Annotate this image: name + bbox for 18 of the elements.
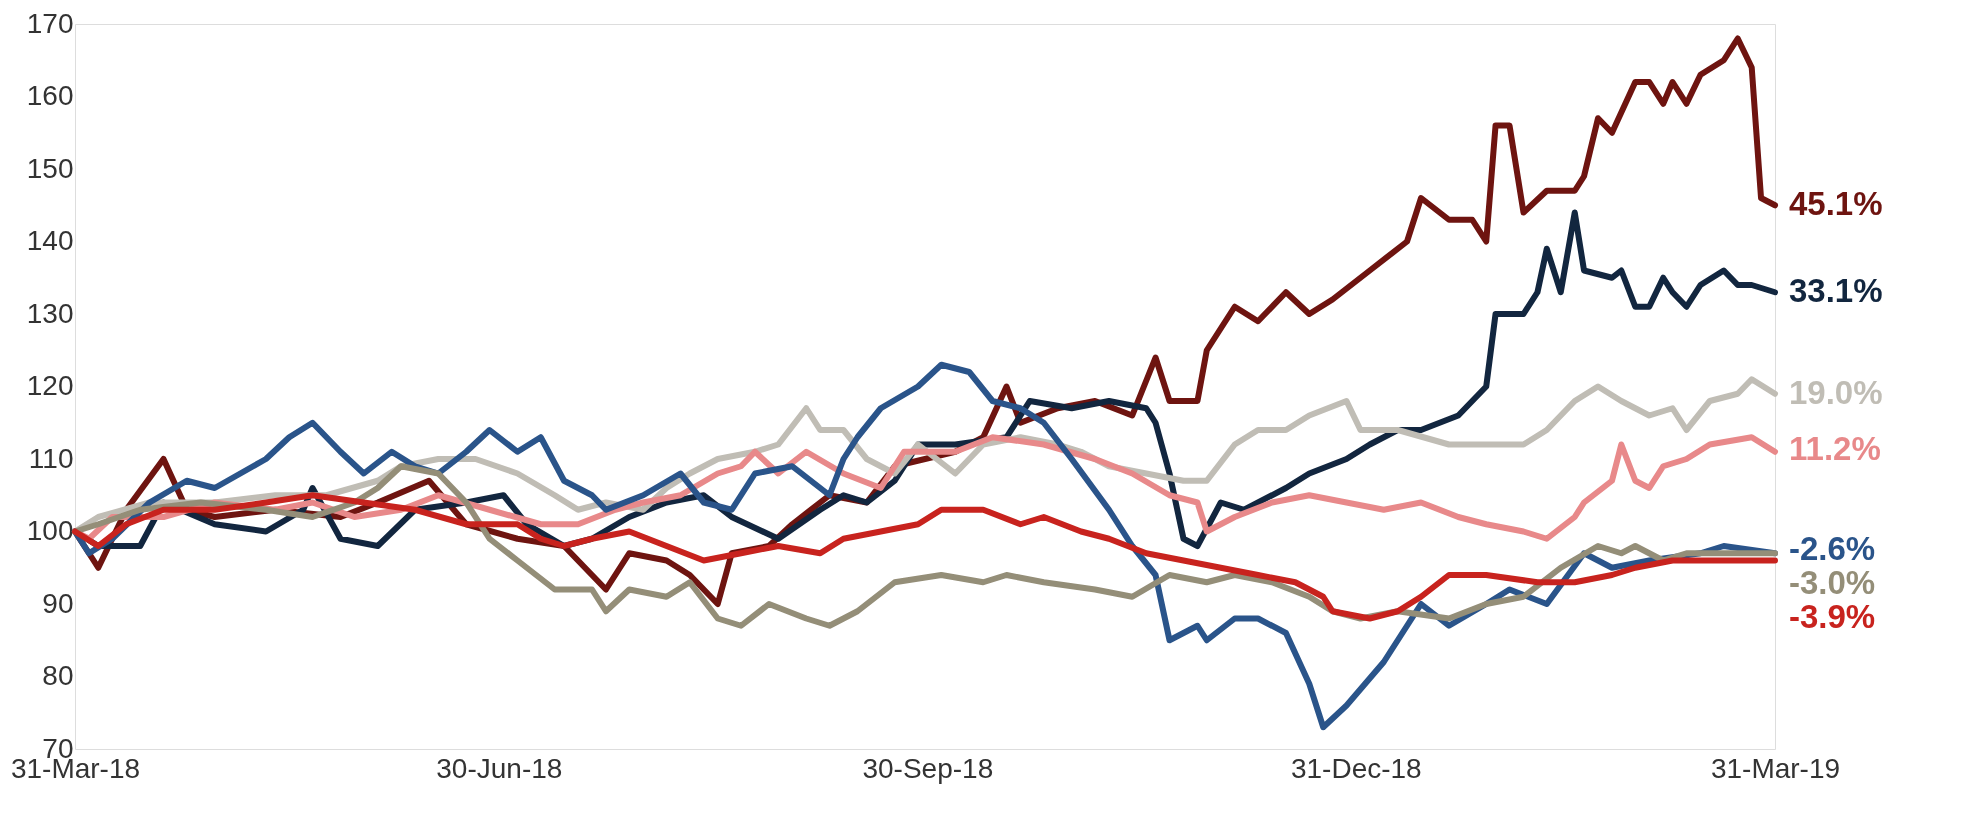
y-tick-label: 90: [42, 587, 74, 619]
annotation: 45.1%: [1789, 184, 1883, 222]
annotation: 19.0%: [1789, 373, 1883, 411]
y-tick-label: 150: [26, 152, 74, 184]
y-tick-label: 160: [26, 80, 74, 111]
y-tick-label: 140: [26, 225, 74, 256]
x-tick-label: 31-Dec-18: [1290, 752, 1422, 784]
y-tick-label: 130: [26, 297, 74, 329]
y-tick-label: 170: [26, 7, 74, 39]
x-tick-label: 30-Jun-18: [436, 752, 563, 784]
y-tick-label: 80: [42, 660, 74, 691]
x-tick-label: 30-Sep-18: [862, 752, 994, 784]
y-tick-label: 120: [26, 370, 74, 401]
y-tick-label: 110: [28, 442, 74, 474]
annotation: 11.2%: [1789, 430, 1881, 468]
annotation: 33.1%: [1789, 271, 1883, 309]
y-tick-label: 100: [26, 515, 74, 546]
x-tick-label: 31-Mar-19: [1710, 752, 1841, 784]
